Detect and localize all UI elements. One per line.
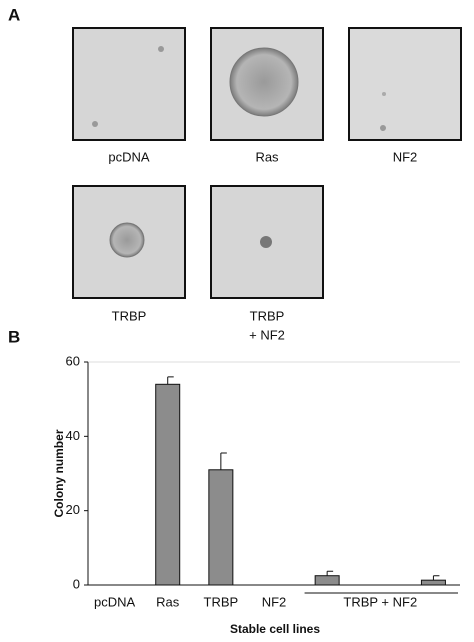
micrograph xyxy=(210,185,324,299)
y-axis-title: Colony number xyxy=(52,429,66,517)
micrograph xyxy=(348,27,462,141)
bar xyxy=(155,383,181,586)
image-caption: TRBP xyxy=(250,308,285,323)
error-bar xyxy=(220,452,227,470)
error-bar xyxy=(432,575,440,581)
image-caption: pcDNA xyxy=(108,149,150,164)
image-caption: NF2 xyxy=(393,149,418,164)
bar xyxy=(420,579,446,586)
error-bar xyxy=(167,376,174,385)
panel-label: A xyxy=(8,5,20,24)
captions: pcDNA Ras NF2 TRBP TRBP + NF2 xyxy=(108,149,417,342)
bar xyxy=(314,575,340,586)
y-tick-label: 0 xyxy=(73,576,80,591)
micrograph xyxy=(72,185,186,299)
x-tick-label: TRBP xyxy=(204,594,239,609)
bar xyxy=(208,469,234,586)
x-tick-label: NF2 xyxy=(262,594,287,609)
image-caption: + NF2 xyxy=(249,327,285,342)
micrograph xyxy=(210,27,324,141)
x-tick-label: pcDNA xyxy=(94,594,136,609)
y-tick-label: 20 xyxy=(66,502,80,517)
x-axis-title: Stable cell lines xyxy=(230,622,320,636)
y-tick-label: 40 xyxy=(66,428,80,443)
x-tick-label: TRBP + NF2 xyxy=(343,594,417,609)
x-tick-label: Ras xyxy=(156,594,180,609)
image-caption: TRBP xyxy=(112,308,147,323)
error-bar xyxy=(326,570,334,576)
micrograph xyxy=(72,27,186,141)
image-caption: Ras xyxy=(255,149,279,164)
y-tick-label: 60 xyxy=(66,353,80,368)
chart: 0 20 40 60 Colony number Stable cell lines pcD… xyxy=(52,353,460,636)
panel-label: B xyxy=(8,327,20,346)
